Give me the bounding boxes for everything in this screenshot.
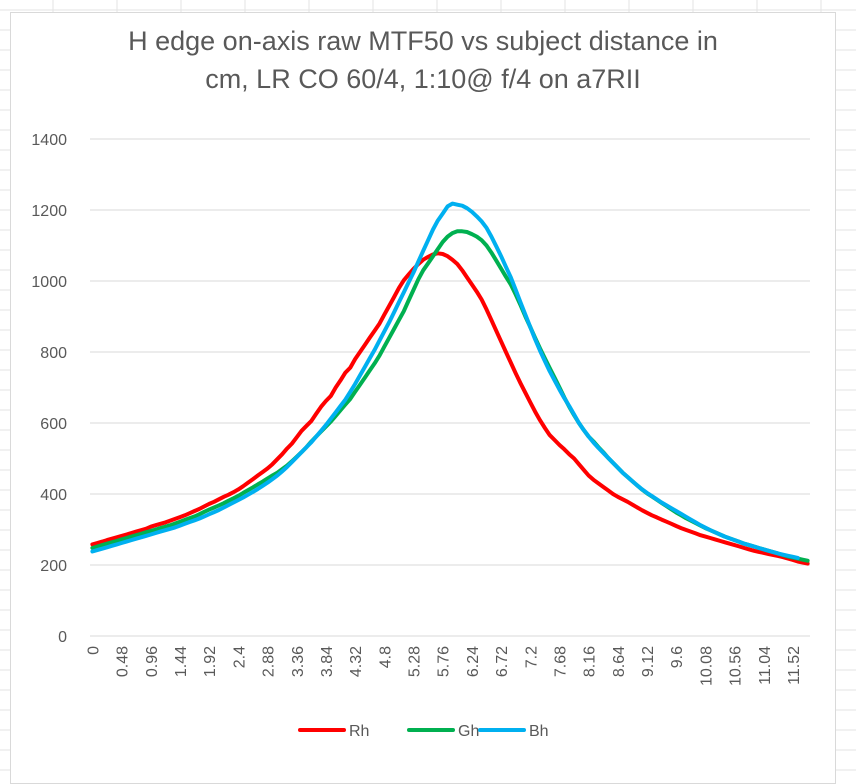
x-tick-label: 7.2 <box>523 646 540 668</box>
chart-area[interactable] <box>10 12 836 784</box>
x-tick-label: 10.08 <box>698 646 715 686</box>
y-tick-label: 800 <box>40 345 67 362</box>
legend-label-rh: Rh <box>349 723 369 740</box>
x-tick-label: 3.36 <box>290 646 307 677</box>
x-tick-label: 1.44 <box>173 646 190 677</box>
x-tick-label: 8.64 <box>611 646 628 677</box>
x-tick-label: 0.96 <box>144 646 161 677</box>
series-lines <box>90 201 810 566</box>
x-tick-label: 6.72 <box>494 646 511 677</box>
legend-label-bh: Bh <box>529 723 549 740</box>
chart-title: H edge on-axis raw MTF50 vs subject dist… <box>0 22 846 98</box>
x-tick-label: 3.84 <box>319 646 336 677</box>
series-line-bh <box>90 201 800 560</box>
y-tick-label: 1400 <box>31 132 67 149</box>
legend: Rh Gh Bh <box>298 723 549 740</box>
y-tick-label: 200 <box>40 558 67 575</box>
x-tick-label: 11.52 <box>786 646 803 685</box>
legend-label-gh: Gh <box>458 723 479 740</box>
series-line-rh <box>90 251 810 566</box>
y-tick-label: 400 <box>40 487 67 504</box>
x-tick-label: 2.4 <box>231 646 248 668</box>
y-tick-label: 1000 <box>31 274 67 291</box>
x-tick-label: 9.12 <box>640 646 657 677</box>
chart-title-line-1: H edge on-axis raw MTF50 vs subject dist… <box>128 26 718 56</box>
x-tick-label: 0 <box>85 646 102 655</box>
y-tick-label: 1200 <box>31 203 67 220</box>
x-tick-label: 10.56 <box>728 646 745 686</box>
x-tick-label: 5.76 <box>436 646 453 677</box>
y-gridlines <box>90 138 810 637</box>
x-tick-label: 8.16 <box>582 646 599 677</box>
x-tick-labels: 0 0.48 0.96 1.44 1.92 2.4 2.88 3.36 3.84 4.32 4.8 5… <box>85 646 803 686</box>
x-tick-label: 1.92 <box>202 646 219 677</box>
x-tick-label: 5.28 <box>407 646 424 677</box>
x-tick-label: 0.48 <box>115 646 132 677</box>
x-tick-label: 6.24 <box>465 646 482 677</box>
x-tick-label: 4.8 <box>377 646 394 668</box>
chart-title-line-2: cm, LR CO 60/4, 1:10@ f/4 on a7RII <box>205 64 641 94</box>
y-tick-label: 600 <box>40 416 67 433</box>
x-tick-label: 11.04 <box>757 646 774 685</box>
x-tick-label: 9.6 <box>669 646 686 668</box>
y-tick-label: 0 <box>58 629 67 646</box>
y-tick-labels: 0 200 400 600 800 1000 1200 1400 <box>31 132 67 646</box>
x-tick-label: 4.32 <box>348 646 365 677</box>
x-tick-label: 2.88 <box>261 646 278 677</box>
x-tick-label: 7.68 <box>552 646 569 677</box>
